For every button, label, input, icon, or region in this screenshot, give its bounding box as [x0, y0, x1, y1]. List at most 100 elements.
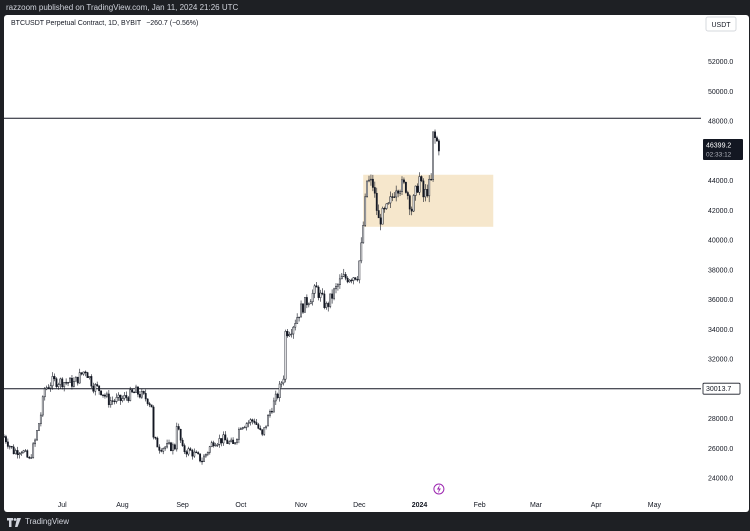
candle-body	[333, 288, 335, 299]
candle-body	[98, 385, 101, 392]
candle-body	[426, 189, 429, 197]
candle-body	[375, 192, 378, 211]
candle-body	[432, 131, 435, 180]
candle-body	[315, 285, 318, 288]
candle-body	[16, 450, 19, 456]
candle-body	[123, 395, 126, 399]
candle-body	[344, 274, 347, 279]
candle-body	[6, 441, 9, 447]
candle-body	[319, 292, 322, 298]
candle-body	[144, 393, 147, 400]
candle-body	[348, 279, 351, 283]
candle-body	[420, 176, 423, 182]
candle-body	[218, 438, 221, 445]
candle-body	[177, 426, 180, 430]
level-price-badge	[702, 382, 741, 395]
candle-body	[226, 439, 229, 444]
candle-body	[131, 389, 134, 393]
candle-body	[389, 196, 392, 204]
candle-body	[230, 439, 233, 443]
candle-body	[379, 217, 382, 225]
candle-body	[90, 376, 93, 387]
candle-body	[94, 384, 97, 392]
candle-body	[45, 387, 48, 390]
candle-body	[265, 425, 268, 428]
tradingview-logo[interactable]: TradingView	[7, 513, 69, 531]
candle-body	[224, 434, 227, 441]
candle-body	[236, 439, 238, 443]
candle-body	[102, 394, 104, 396]
time-tick-label: Jul	[58, 502, 67, 509]
time-tick-label: Aug	[116, 502, 129, 509]
price-tick-label: 52000.0	[708, 59, 733, 66]
chart-panel[interactable]: 24000.026000.028000.030000.032000.034000…	[4, 15, 749, 512]
candle-body	[20, 452, 23, 454]
symbol-legend: BTCUSDT Perpetual Contract, 1D, BYBIT −26…	[11, 20, 198, 27]
candle-body	[340, 276, 343, 280]
candle-body	[371, 178, 374, 188]
candle-body	[109, 400, 112, 406]
candle-body	[166, 443, 169, 448]
candle-body	[117, 394, 120, 398]
candle-body	[92, 385, 95, 392]
candle-body	[408, 195, 411, 210]
candle-body	[436, 137, 438, 142]
price-change: −260.7 (−0.56%)	[146, 20, 198, 27]
candle-body	[154, 436, 157, 439]
candle-body	[243, 426, 246, 429]
candle-body	[162, 448, 165, 452]
candle-body	[74, 376, 77, 382]
candle-body	[30, 457, 33, 459]
candle-body	[307, 303, 310, 306]
price-tick-label: 36000.0	[708, 297, 733, 304]
candle-body	[300, 303, 302, 318]
candle-body	[232, 439, 235, 444]
price-axis: 24000.026000.028000.030000.032000.034000…	[702, 59, 743, 483]
time-tick-label: Feb	[474, 502, 486, 509]
candle-body	[26, 450, 29, 458]
candle-body	[406, 192, 409, 196]
candle-body	[12, 446, 15, 455]
candle-body	[208, 446, 211, 453]
candle-body	[195, 451, 198, 454]
candle-body	[239, 428, 242, 430]
time-tick-label: 2024	[412, 502, 428, 509]
candle-body	[150, 404, 153, 408]
lightning-event-icon[interactable]	[433, 483, 445, 495]
price-chart[interactable]: 24000.026000.028000.030000.032000.034000…	[4, 15, 749, 512]
candle-body	[203, 455, 205, 462]
published-by-text: razzoom published on TradingView.com, Ja…	[6, 3, 239, 12]
candle-body	[280, 382, 283, 385]
candle-body	[156, 437, 159, 448]
candle-body	[234, 442, 236, 444]
candle-body	[183, 445, 186, 453]
price-tick-label: 24000.0	[708, 476, 733, 483]
candle-body	[59, 378, 62, 385]
candle-body	[286, 331, 289, 337]
candle-body	[228, 441, 231, 444]
candle-body	[179, 428, 182, 441]
candle-body	[272, 400, 275, 413]
candle-body	[373, 187, 376, 194]
consolidation-zone[interactable]	[363, 174, 494, 227]
candle-body	[34, 439, 36, 445]
currency-badge[interactable]	[705, 16, 737, 32]
candle-body	[329, 293, 332, 307]
candle-body	[51, 376, 54, 387]
candle-body	[370, 178, 372, 181]
candle-body	[304, 297, 306, 313]
candle-body	[115, 397, 118, 402]
time-tick-label: Sep	[176, 502, 189, 509]
candle-body	[220, 438, 223, 444]
candle-body	[251, 419, 254, 422]
candle-body	[342, 274, 345, 277]
candle-body	[185, 451, 188, 455]
candle-body	[88, 376, 91, 378]
candle-body	[269, 410, 271, 416]
candle-body	[245, 423, 248, 428]
candle-body	[327, 303, 330, 307]
candle-body	[49, 385, 52, 389]
candles	[4, 129, 440, 465]
candle-body	[393, 196, 396, 198]
zone-layer	[363, 174, 494, 227]
